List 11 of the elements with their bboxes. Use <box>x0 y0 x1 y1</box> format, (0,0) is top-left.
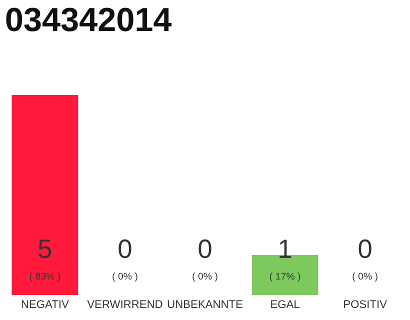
x-tick-label: VERWIRREND <box>87 300 162 308</box>
data-label: 0 ( 0% ) <box>352 239 378 282</box>
x-tick-label: POSITIV <box>344 300 387 308</box>
x-tick-label: NEGATIV <box>22 300 69 308</box>
data-label: 5 ( 83% ) <box>30 240 60 282</box>
data-label: 1 ( 17% ) <box>270 240 300 282</box>
data-label: 0 ( 0% ) <box>112 239 138 282</box>
x-tick-label: UNBEKANNTE <box>168 300 242 308</box>
data-label: 0 ( 0% ) <box>192 239 218 282</box>
x-tick-label: EGAL <box>271 300 300 308</box>
chart-title: 034342014 <box>6 8 172 32</box>
